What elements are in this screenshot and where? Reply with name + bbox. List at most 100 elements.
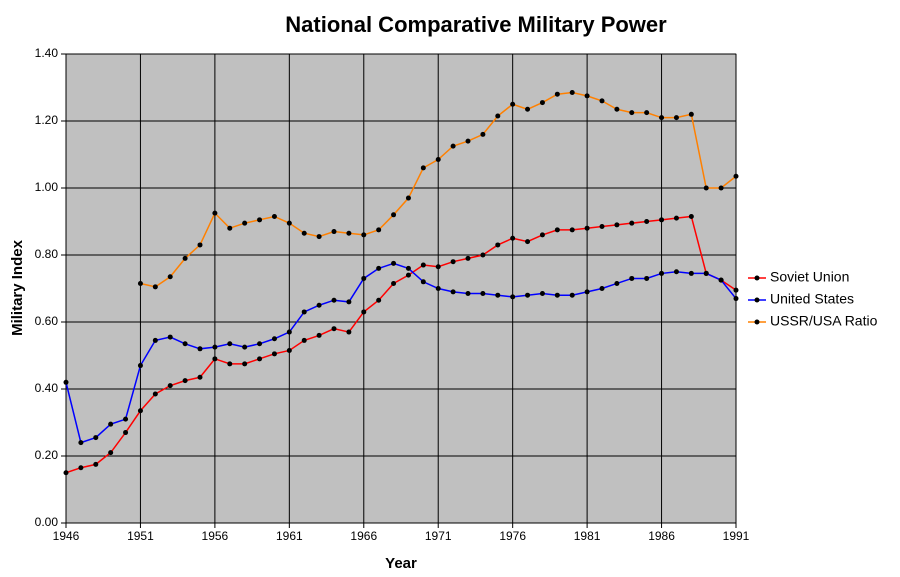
- data-point: [405, 265, 411, 271]
- data-point: [63, 379, 69, 385]
- data-point: [182, 255, 188, 261]
- data-point: [331, 326, 337, 332]
- data-point: [93, 435, 99, 441]
- data-point: [495, 292, 501, 298]
- legend-marker: [754, 275, 760, 281]
- data-point: [376, 265, 382, 271]
- data-point: [480, 291, 486, 297]
- data-point: [361, 232, 367, 238]
- y-tick-label: 1.40: [35, 46, 59, 60]
- data-point: [376, 227, 382, 233]
- y-tick-label: 1.20: [35, 113, 59, 127]
- data-point: [435, 264, 441, 270]
- data-point: [271, 213, 277, 219]
- data-point: [480, 131, 486, 137]
- data-point: [376, 297, 382, 303]
- data-point: [614, 222, 620, 228]
- data-point: [420, 262, 426, 268]
- data-point: [257, 341, 263, 347]
- data-point: [688, 111, 694, 117]
- data-point: [659, 115, 665, 121]
- data-point: [688, 213, 694, 219]
- data-point: [346, 230, 352, 236]
- legend-text: USSR/USA Ratio: [770, 313, 878, 329]
- data-point: [391, 212, 397, 218]
- data-point: [316, 332, 322, 338]
- data-point: [301, 309, 307, 315]
- data-point: [331, 229, 337, 235]
- x-tick-label: 1951: [127, 529, 154, 543]
- y-tick-label: 0.40: [35, 381, 59, 395]
- data-point: [227, 341, 233, 347]
- series-line: [65, 215, 737, 474]
- data-point: [435, 157, 441, 163]
- data-point: [554, 292, 560, 298]
- data-point: [525, 106, 531, 112]
- data-point: [629, 275, 635, 281]
- data-point: [182, 378, 188, 384]
- data-point: [182, 341, 188, 347]
- plot-background: [65, 53, 737, 524]
- data-point: [108, 421, 114, 427]
- series-line: [65, 262, 737, 444]
- data-point: [63, 470, 69, 476]
- data-point: [629, 220, 635, 226]
- data-point: [123, 430, 129, 436]
- data-point: [123, 416, 129, 422]
- data-point: [450, 259, 456, 265]
- data-point: [242, 344, 248, 350]
- data-point: [361, 275, 367, 281]
- data-point: [554, 91, 560, 97]
- data-point: [659, 270, 665, 276]
- data-point: [197, 242, 203, 248]
- data-point: [405, 272, 411, 278]
- data-point: [554, 227, 560, 233]
- data-point: [495, 113, 501, 119]
- data-point: [525, 239, 531, 245]
- data-point: [212, 356, 218, 362]
- data-point: [733, 296, 739, 302]
- data-point: [391, 260, 397, 266]
- data-point: [644, 219, 650, 224]
- data-point: [257, 217, 263, 223]
- x-tick-label: 1946: [53, 529, 80, 543]
- data-point: [718, 185, 724, 191]
- data-point: [614, 280, 620, 286]
- data-point: [673, 215, 679, 221]
- data-point: [673, 269, 679, 275]
- data-point: [108, 450, 114, 456]
- data-point: [316, 234, 322, 240]
- data-point: [286, 329, 292, 335]
- x-tick-label: 1991: [723, 529, 750, 543]
- data-point: [539, 232, 545, 238]
- data-point: [167, 383, 173, 389]
- y-tick-label: 0.00: [35, 515, 59, 529]
- y-tick-label: 0.20: [35, 448, 59, 462]
- data-point: [599, 286, 605, 291]
- data-point: [733, 173, 739, 179]
- data-point: [286, 220, 292, 226]
- data-point: [197, 346, 203, 352]
- x-tick-label: 1981: [574, 529, 601, 543]
- data-point: [152, 337, 158, 343]
- data-point: [212, 210, 218, 216]
- data-point: [227, 225, 233, 231]
- x-axis-title: Year: [385, 555, 417, 572]
- data-point: [465, 291, 471, 297]
- data-point: [599, 224, 605, 230]
- data-point: [197, 374, 203, 380]
- x-tick-label: 1956: [202, 529, 229, 543]
- data-point: [152, 284, 158, 290]
- legend-marker: [754, 297, 760, 303]
- data-point: [346, 329, 352, 335]
- data-point: [93, 461, 99, 467]
- legend-marker: [754, 319, 760, 325]
- chart-title: National Comparative Military Power: [285, 12, 667, 37]
- data-point: [450, 289, 456, 295]
- data-point: [137, 280, 143, 286]
- data-point: [137, 363, 143, 369]
- data-point: [242, 220, 248, 226]
- data-point: [673, 115, 679, 121]
- data-point: [495, 242, 501, 248]
